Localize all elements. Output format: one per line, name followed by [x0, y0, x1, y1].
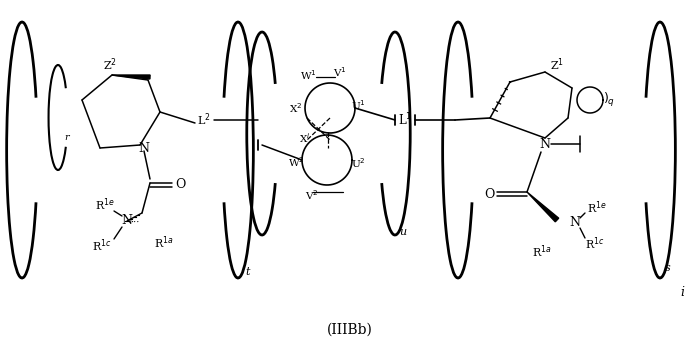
Text: U$^2$: U$^2$	[351, 156, 366, 170]
Text: (IIIBb): (IIIBb)	[327, 323, 373, 337]
Text: U$^1$: U$^1$	[351, 98, 366, 112]
Text: R$^{1e}$: R$^{1e}$	[95, 197, 115, 213]
Text: R$^{1c}$: R$^{1c}$	[92, 238, 112, 254]
Text: W$^1$: W$^1$	[300, 68, 317, 82]
Text: R$^{1c}$: R$^{1c}$	[585, 236, 605, 252]
Text: V$^1$: V$^1$	[333, 65, 347, 79]
Text: Z$^2$: Z$^2$	[103, 57, 117, 73]
Text: O: O	[484, 188, 494, 200]
Text: s: s	[665, 263, 671, 273]
Text: W$^2$: W$^2$	[288, 155, 304, 169]
Polygon shape	[112, 75, 150, 79]
Text: N: N	[570, 216, 580, 228]
Text: $)_q$: $)_q$	[603, 91, 615, 109]
Text: i: i	[680, 285, 684, 298]
Text: O: O	[175, 178, 185, 192]
Text: N: N	[540, 137, 551, 150]
Text: L$^1$: L$^1$	[398, 112, 412, 128]
Text: V$^2$: V$^2$	[305, 188, 319, 202]
Text: X$^2$: X$^2$	[289, 101, 303, 115]
Text: ···: ···	[130, 217, 140, 227]
Text: N: N	[138, 142, 150, 154]
Text: R$^{1a}$: R$^{1a}$	[532, 244, 552, 260]
Text: R$^{1e}$: R$^{1e}$	[587, 200, 607, 216]
Text: X$^i$: X$^i$	[299, 131, 311, 145]
Text: N: N	[122, 215, 133, 228]
Text: r: r	[65, 133, 69, 143]
Text: t: t	[246, 267, 250, 277]
Polygon shape	[527, 192, 559, 222]
Text: L$^2$: L$^2$	[197, 112, 211, 128]
Text: Z$^1$: Z$^1$	[550, 57, 564, 73]
Text: u: u	[399, 227, 407, 237]
Text: R$^{1a}$: R$^{1a}$	[154, 235, 174, 251]
